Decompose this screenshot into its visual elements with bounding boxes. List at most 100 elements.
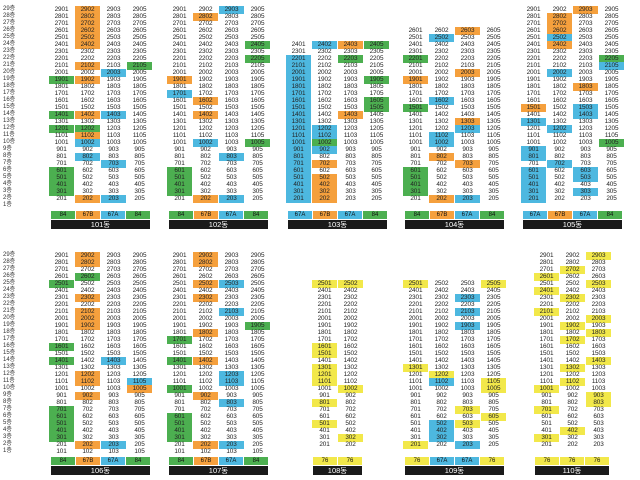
unit-cell[interactable]: 1401 — [167, 357, 192, 365]
unit-cell[interactable]: 2003 — [224, 69, 239, 76]
unit-cell[interactable]: 1401 — [286, 111, 311, 119]
unit-cell[interactable]: 1003 — [460, 385, 475, 392]
unit-cell[interactable]: 302 — [82, 188, 93, 195]
unit-cell[interactable]: 203 — [101, 195, 126, 203]
unit-cell[interactable]: 1402 — [193, 357, 218, 365]
unit-cell[interactable]: 705 — [134, 406, 145, 413]
unit-cell[interactable]: 2602 — [75, 273, 100, 281]
unit-cell[interactable]: 2002 — [338, 315, 363, 323]
unit-cell[interactable]: 2103 — [455, 308, 480, 316]
unit-cell[interactable]: 2005 — [250, 69, 265, 76]
unit-cell[interactable]: 1301 — [521, 118, 546, 126]
unit-cell[interactable]: 1501 — [54, 350, 69, 357]
unit-cell[interactable]: 1005 — [245, 139, 270, 147]
unit-cell[interactable]: 1005 — [481, 385, 506, 393]
unit-cell[interactable]: 102 — [82, 448, 93, 455]
unit-cell[interactable]: 2503 — [224, 34, 239, 41]
unit-cell[interactable]: 2105 — [369, 62, 384, 69]
unit-cell[interactable]: 603 — [226, 167, 237, 174]
unit-cell[interactable]: 1902 — [75, 76, 100, 84]
unit-cell[interactable]: 1405 — [132, 111, 147, 118]
unit-cell[interactable]: 1305 — [250, 118, 265, 125]
unit-cell[interactable]: 1102 — [429, 132, 454, 140]
unit-cell[interactable]: 402 — [82, 427, 93, 434]
unit-cell[interactable]: 1105 — [250, 378, 265, 385]
unit-cell[interactable]: 703 — [580, 160, 591, 167]
unit-cell[interactable]: 802 — [345, 399, 356, 406]
unit-cell[interactable]: 1701 — [286, 90, 311, 98]
unit-cell[interactable]: 205 — [606, 195, 617, 202]
unit-cell[interactable]: 201 — [319, 441, 330, 448]
unit-cell[interactable]: 502 — [82, 174, 93, 181]
unit-cell[interactable]: 2301 — [172, 48, 187, 55]
unit-cell[interactable]: 1502 — [565, 350, 580, 357]
unit-cell[interactable]: 1903 — [106, 322, 121, 329]
unit-cell[interactable]: 1805 — [486, 83, 501, 90]
unit-cell[interactable]: 2303 — [106, 294, 121, 301]
unit-cell[interactable]: 805 — [606, 153, 617, 160]
unit-cell[interactable]: 2801 — [172, 259, 187, 266]
unit-cell[interactable]: 801 — [312, 399, 337, 407]
unit-cell[interactable]: 2401 — [54, 41, 69, 48]
unit-cell[interactable]: 1503 — [106, 104, 121, 111]
unit-cell[interactable]: 1605 — [364, 97, 389, 105]
unit-cell[interactable]: 1102 — [75, 132, 100, 140]
unit-cell[interactable]: 1903 — [460, 76, 475, 83]
unit-cell[interactable]: 605 — [252, 413, 263, 420]
unit-cell[interactable]: 1205 — [132, 125, 147, 132]
unit-cell[interactable]: 2305 — [369, 48, 384, 55]
unit-cell[interactable]: 803 — [462, 399, 473, 406]
unit-cell[interactable]: 1405 — [486, 357, 501, 364]
unit-cell[interactable]: 2302 — [193, 294, 218, 302]
unit-cell[interactable]: 801 — [56, 399, 67, 406]
unit-cell[interactable]: 401 — [49, 181, 74, 189]
unit-cell[interactable]: 203 — [580, 195, 591, 202]
unit-cell[interactable]: 103 — [108, 448, 119, 455]
unit-cell[interactable]: 803 — [108, 399, 119, 406]
unit-cell[interactable]: 301 — [534, 434, 559, 442]
unit-cell[interactable]: 2303 — [460, 48, 475, 55]
unit-cell[interactable]: 2205 — [132, 55, 147, 62]
unit-cell[interactable]: 502 — [200, 420, 211, 427]
unit-cell[interactable]: 701 — [528, 160, 539, 167]
unit-cell[interactable]: 305 — [134, 188, 145, 195]
unit-cell[interactable]: 1801 — [539, 329, 554, 336]
unit-cell[interactable]: 1705 — [486, 90, 501, 97]
unit-cell[interactable]: 2603 — [106, 273, 121, 280]
unit-cell[interactable]: 1901 — [286, 76, 311, 84]
unit-cell[interactable]: 2903 — [106, 252, 121, 259]
unit-cell[interactable]: 405 — [252, 427, 263, 434]
unit-cell[interactable]: 1401 — [526, 111, 541, 118]
unit-cell[interactable]: 2202 — [80, 301, 95, 308]
unit-cell[interactable]: 1602 — [552, 97, 567, 104]
unit-cell[interactable]: 2001 — [526, 69, 541, 76]
unit-cell[interactable]: 2002 — [317, 69, 332, 76]
unit-cell[interactable]: 202 — [567, 441, 578, 448]
unit-cell[interactable]: 605 — [252, 167, 263, 174]
unit-cell[interactable]: 701 — [286, 160, 311, 168]
unit-cell[interactable]: 1605 — [486, 97, 501, 104]
unit-cell[interactable]: 203 — [455, 441, 480, 449]
unit-cell[interactable]: 403 — [226, 427, 237, 434]
unit-cell[interactable]: 2202 — [198, 55, 213, 62]
unit-cell[interactable]: 2303 — [224, 48, 239, 55]
unit-cell[interactable]: 1103 — [106, 132, 121, 139]
unit-cell[interactable]: 503 — [455, 420, 480, 428]
unit-cell[interactable]: 2105 — [250, 308, 265, 315]
unit-cell[interactable]: 303 — [108, 434, 119, 441]
unit-cell[interactable]: 1902 — [343, 322, 358, 329]
unit-cell[interactable]: 1105 — [481, 378, 506, 386]
unit-cell[interactable]: 403 — [462, 427, 473, 434]
unit-cell[interactable]: 2201 — [539, 301, 554, 308]
unit-cell[interactable]: 1302 — [198, 118, 213, 125]
unit-cell[interactable]: 1505 — [132, 350, 147, 357]
unit-cell[interactable]: 703 — [108, 406, 119, 413]
unit-cell[interactable]: 1902 — [198, 76, 213, 83]
unit-cell[interactable]: 1701 — [54, 90, 69, 97]
unit-cell[interactable]: 2101 — [408, 308, 423, 315]
unit-cell[interactable]: 2001 — [172, 69, 187, 76]
unit-cell[interactable]: 2005 — [604, 69, 619, 76]
unit-cell[interactable]: 1301 — [408, 118, 423, 125]
unit-cell[interactable]: 705 — [134, 160, 145, 167]
unit-cell[interactable]: 2202 — [434, 301, 449, 308]
